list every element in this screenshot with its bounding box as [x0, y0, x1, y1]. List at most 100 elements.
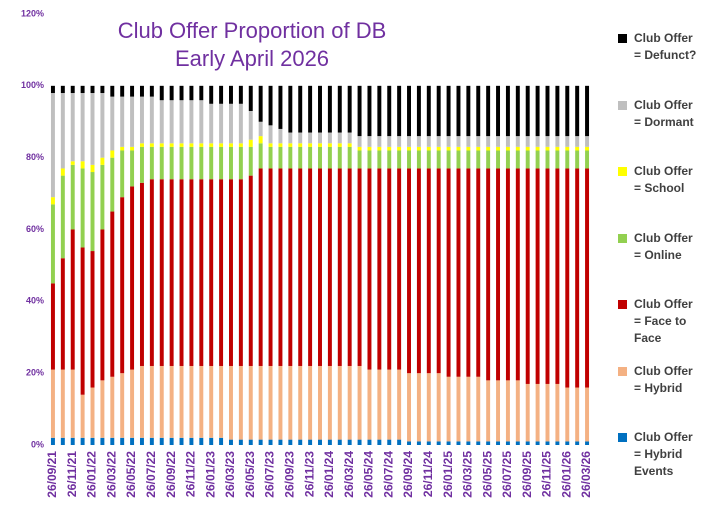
- bar-segment: [555, 150, 560, 169]
- bar-segment: [565, 85, 570, 137]
- bar-segment: [139, 96, 144, 144]
- bar-segment: [169, 365, 174, 438]
- bar-segment: [407, 150, 411, 169]
- bar-segment: [199, 437, 204, 445]
- legend-label: Club Offer = Dormant: [634, 97, 694, 129]
- bar-segment: [219, 146, 224, 180]
- bar-segment: [50, 369, 55, 438]
- x-tick-label: 26/11/21: [65, 451, 79, 497]
- bar-segment: [397, 369, 402, 440]
- bar-segment: [555, 136, 560, 147]
- bar-segment: [278, 143, 283, 147]
- bar-segment: [318, 168, 322, 366]
- bar-segment: [159, 179, 164, 366]
- bar-segment: [268, 365, 273, 440]
- bar-segment: [327, 168, 332, 366]
- bar-segment: [258, 168, 263, 366]
- bar-segment: [169, 437, 174, 445]
- bar-segment: [535, 136, 540, 147]
- bar-segment: [367, 168, 372, 370]
- bar-segment: [327, 85, 332, 133]
- bar-segment: [525, 85, 530, 137]
- bar-segment: [90, 387, 95, 438]
- x-tick-label: 26/01/25: [441, 451, 455, 498]
- bar-segment: [535, 85, 540, 137]
- x-tick-label: 26/11/24: [421, 451, 435, 497]
- bar-segment: [288, 132, 293, 144]
- bar-segment: [486, 168, 491, 381]
- bar-segment: [189, 143, 194, 147]
- bar-segment: [446, 136, 451, 147]
- bar-segment: [179, 143, 184, 147]
- bar-segment: [525, 136, 530, 147]
- bar-segment: [446, 150, 451, 169]
- bar-segment: [110, 437, 115, 445]
- bar-segment: [565, 387, 570, 442]
- bar-segment: [50, 93, 55, 198]
- bar-segment: [407, 168, 411, 374]
- bar-segment: [337, 143, 342, 147]
- bar-segment: [426, 441, 431, 445]
- bar-segment: [120, 146, 125, 151]
- y-tick-label: 80%: [26, 152, 44, 162]
- bar-segment: [555, 383, 560, 442]
- bar-segment: [120, 150, 125, 198]
- bar-segment: [387, 146, 392, 151]
- bar-segment: [219, 365, 224, 438]
- bar-segment: [298, 365, 303, 440]
- bar-segment: [100, 85, 105, 94]
- bar-segment: [416, 85, 421, 137]
- bar-segment: [238, 179, 243, 366]
- bar-segment: [238, 143, 243, 147]
- bar-segment: [416, 150, 421, 169]
- bar-segment: [327, 365, 332, 440]
- bar-segment: [130, 186, 135, 370]
- bar-segment: [525, 441, 530, 445]
- legend-swatch: [618, 366, 627, 376]
- bar-segment: [377, 168, 382, 370]
- bar-segment: [189, 146, 194, 180]
- bar-segment: [416, 136, 421, 147]
- bar-segment: [169, 143, 174, 147]
- bar-segment: [535, 383, 540, 442]
- bar-segment: [466, 146, 471, 151]
- bar-segment: [367, 439, 372, 445]
- bar-segment: [515, 136, 520, 147]
- bar-segment: [268, 439, 273, 445]
- bar-segment: [436, 373, 441, 442]
- bar-segment: [229, 365, 233, 440]
- bar-segment: [60, 85, 65, 94]
- bar-segment: [278, 439, 283, 445]
- bar-segment: [535, 150, 540, 169]
- bar-segment: [535, 168, 540, 384]
- bar-segment: [120, 437, 125, 445]
- bar-segment: [397, 85, 402, 137]
- bar-segment: [486, 136, 491, 147]
- x-tick-label: 26/05/22: [124, 451, 138, 498]
- x-tick-label: 26/07/24: [381, 451, 395, 498]
- bar-segment: [456, 376, 461, 442]
- y-tick-label: 120%: [21, 8, 44, 18]
- bar-segment: [397, 439, 402, 445]
- bar-segment: [159, 365, 164, 438]
- bar-segment: [367, 136, 372, 147]
- bar-segment: [238, 439, 243, 445]
- bar-segment: [407, 373, 411, 442]
- bar-segment: [426, 146, 431, 151]
- bar-segment: [337, 168, 342, 366]
- bar-segment: [515, 85, 520, 137]
- bar-segment: [189, 100, 194, 144]
- bar-segment: [466, 85, 471, 137]
- bar-segment: [565, 136, 570, 147]
- bar-segment: [278, 365, 283, 440]
- bar-segment: [367, 150, 372, 169]
- bar-segment: [397, 150, 402, 169]
- bar-segment: [585, 441, 590, 445]
- bar-segment: [298, 143, 303, 147]
- bar-segment: [90, 172, 95, 252]
- bar-segment: [545, 168, 550, 384]
- bar-segment: [179, 437, 184, 445]
- bar-segment: [179, 179, 184, 366]
- bar-segment: [585, 387, 590, 442]
